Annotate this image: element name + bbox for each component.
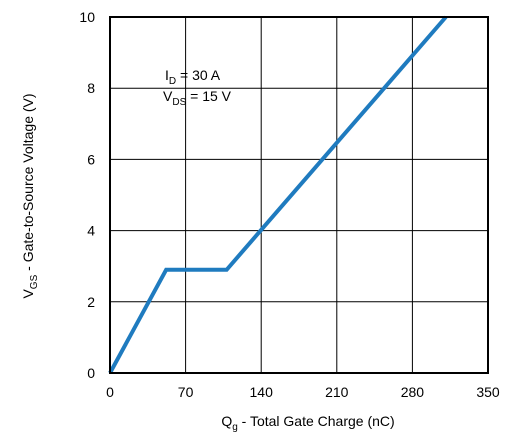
- x-tick-label: 140: [250, 384, 274, 400]
- y-tick-label: 0: [87, 365, 95, 381]
- x-tick-label: 210: [325, 384, 349, 400]
- x-tick-labels: 0 70 140 210 280 350: [106, 384, 500, 400]
- x-tick-label: 70: [178, 384, 194, 400]
- y-tick-labels: 0 2 4 6 8 10: [79, 9, 95, 381]
- y-tick-label: 4: [87, 223, 95, 239]
- x-tick-label: 0: [106, 384, 114, 400]
- y-tick-label: 10: [79, 9, 95, 25]
- annotation-drain-source-voltage: VDS = 15 V: [163, 88, 232, 108]
- y-tick-label: 6: [87, 151, 95, 167]
- x-axis-title: Qg - Total Gate Charge (nC): [221, 413, 394, 433]
- series-layer: [108, 15, 448, 374]
- annotation-drain-current: ID = 30 A: [165, 67, 221, 87]
- plot-frame: [109, 16, 489, 374]
- x-tick-label: 280: [401, 384, 425, 400]
- y-axis-title: VGS - Gate-to-Source Voltage (V): [20, 93, 40, 298]
- y-tick-label: 2: [87, 294, 95, 310]
- series-line: [108, 15, 448, 374]
- x-tick-label: 350: [476, 384, 500, 400]
- y-tick-label: 8: [87, 80, 95, 96]
